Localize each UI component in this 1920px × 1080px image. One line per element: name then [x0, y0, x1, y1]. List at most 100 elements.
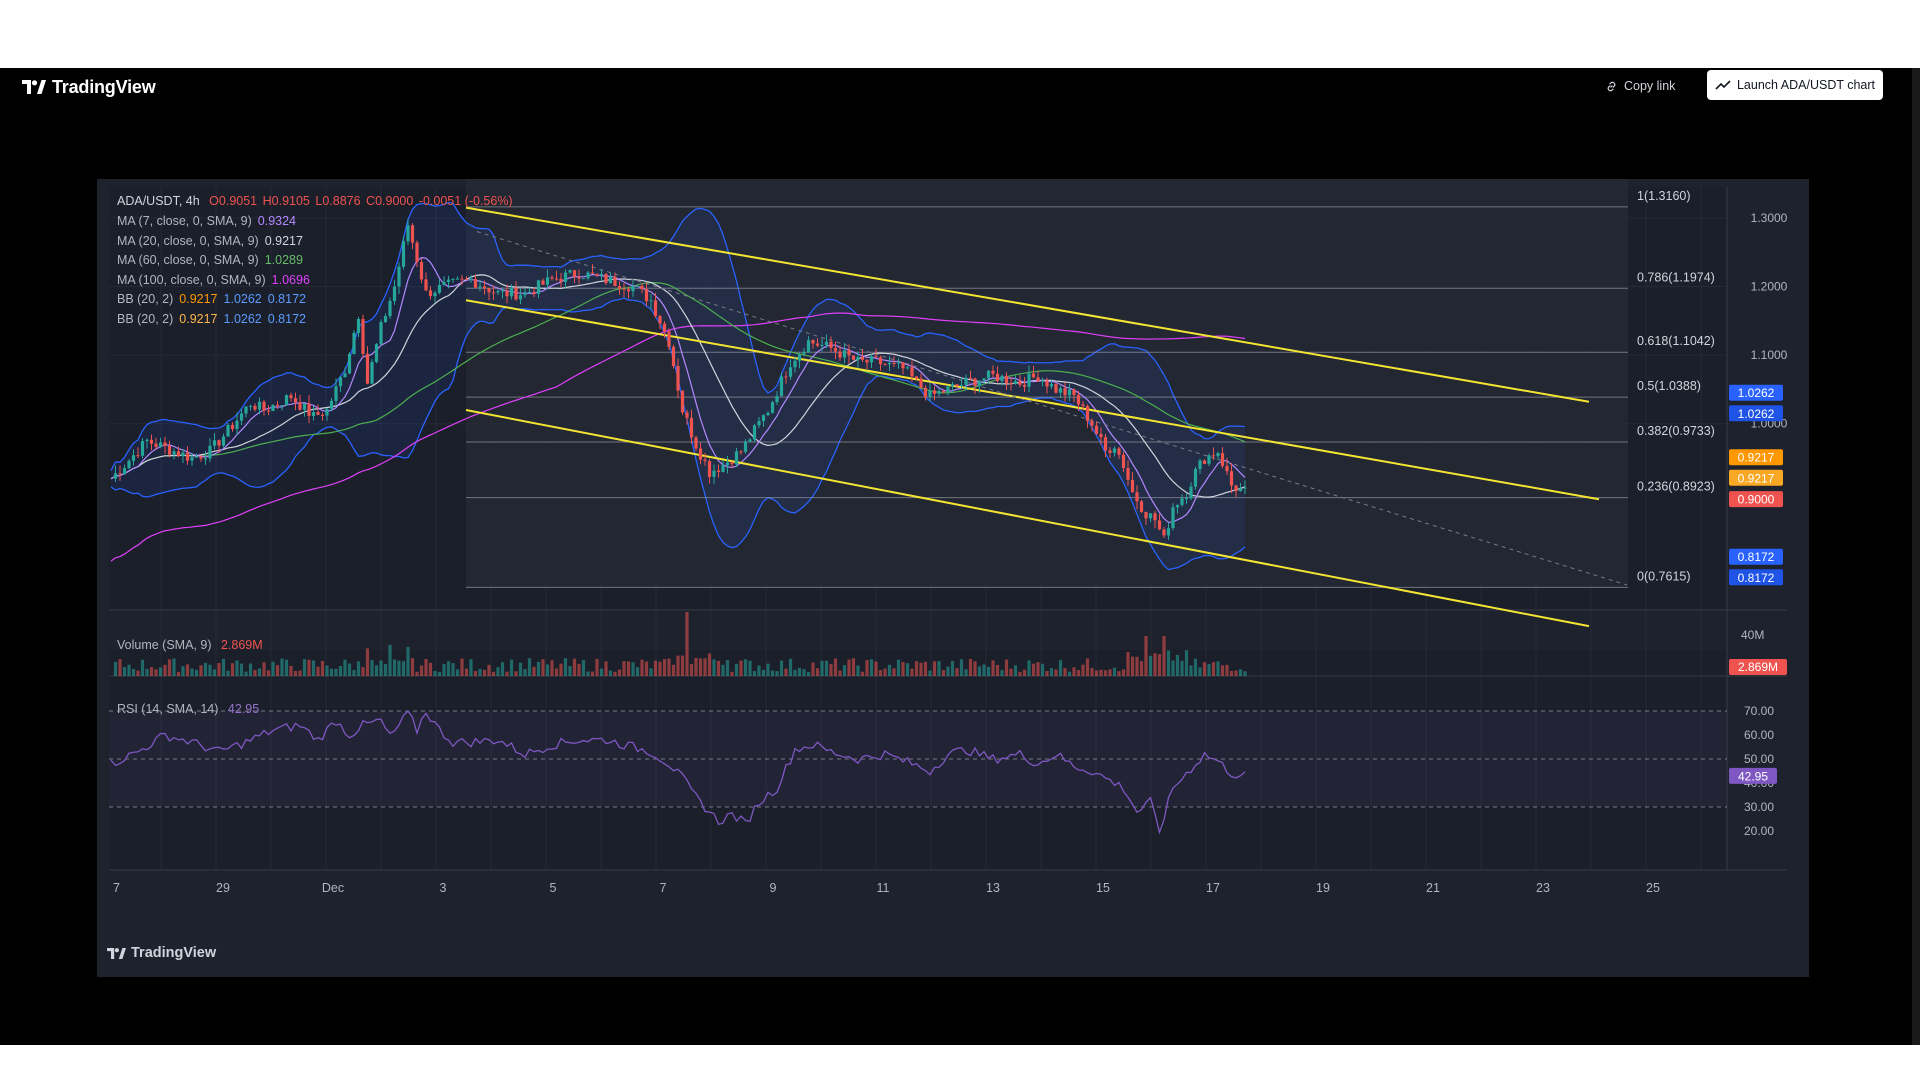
volume-bar	[788, 658, 793, 676]
candle-body	[379, 322, 383, 345]
candle-body	[194, 456, 199, 458]
volume-bar	[554, 668, 559, 676]
footer-logo[interactable]: TradingView	[107, 945, 216, 961]
candle-body	[235, 420, 239, 429]
candle-body	[554, 278, 559, 280]
candle-body	[680, 390, 685, 413]
candle-body	[1180, 498, 1184, 505]
tradingview-logo[interactable]: TradingView	[22, 76, 156, 98]
candle-body	[563, 272, 568, 282]
volume-bar	[608, 670, 613, 676]
volume-bar	[901, 662, 905, 676]
volume-bar	[1027, 660, 1031, 676]
volume-bar	[1022, 669, 1027, 676]
volume-bar	[1103, 670, 1108, 676]
volume-bar	[167, 659, 172, 676]
volume-bar	[698, 658, 703, 676]
volume-bar	[721, 664, 725, 676]
volume-bar	[244, 671, 248, 676]
indicator-value: 1.0262	[223, 311, 262, 326]
candle-body	[950, 384, 955, 387]
volume-bar	[1054, 669, 1058, 676]
volume-bar	[739, 660, 743, 676]
volume-bar	[928, 670, 932, 676]
candle-body	[275, 404, 280, 406]
volume-bar	[523, 669, 527, 676]
candle-body	[986, 370, 991, 379]
tradingview-logo-icon	[22, 80, 46, 94]
candle-body	[289, 395, 293, 399]
indicator-legend-row: BB (20, 2) 0.9217 1.0262 0.8172	[117, 312, 312, 326]
candle-body	[770, 402, 775, 413]
candle-body	[217, 440, 221, 446]
volume-badge-label: 2.869M	[1738, 660, 1778, 674]
candle-body	[671, 346, 676, 367]
volume-bar	[235, 660, 239, 676]
volume-bar	[752, 671, 757, 676]
volume-bar	[950, 660, 955, 676]
candle-body	[919, 378, 923, 388]
candle-body	[473, 278, 478, 288]
bollinger-upper	[110, 201, 1246, 471]
volume-bar	[478, 668, 482, 676]
copy-link-button[interactable]: Copy link	[1605, 74, 1675, 98]
candle-body	[1229, 471, 1234, 486]
volume-bar	[649, 668, 653, 676]
volume-bar	[833, 658, 838, 676]
candle-body	[122, 468, 127, 475]
launch-chart-button[interactable]: Launch ADA/USDT chart	[1707, 70, 1883, 100]
candle-body	[365, 353, 370, 384]
rsi-axis-label: 50.00	[1744, 752, 1774, 766]
candle-body	[505, 290, 509, 297]
candle-body	[1225, 465, 1229, 472]
candle-body	[901, 362, 905, 369]
candle-body	[1216, 453, 1220, 457]
volume-bar	[685, 612, 689, 676]
volume-bar	[968, 658, 973, 676]
candle-body	[320, 414, 325, 416]
candle-body	[689, 417, 694, 438]
scrollbar-track[interactable]	[1912, 68, 1920, 1045]
volume-bar	[253, 670, 257, 676]
volume-bar	[208, 664, 212, 676]
fib-level-label: 0.618(1.1042)	[1637, 334, 1715, 348]
candle-body	[896, 362, 901, 364]
volume-bar	[982, 664, 986, 676]
volume-bar	[1040, 663, 1045, 676]
candle-body	[640, 285, 644, 290]
candle-body	[1126, 467, 1130, 480]
legend-interval: , 4h	[178, 194, 200, 208]
volume-bar	[172, 658, 176, 676]
candle-body	[698, 448, 703, 460]
volume-bar	[1112, 667, 1117, 676]
volume-bar	[365, 648, 370, 676]
volume-bar	[392, 659, 397, 676]
price-badge-label: 1.0262	[1738, 407, 1775, 421]
price-axis-label: 1.1000	[1751, 348, 1788, 362]
volume-bar	[1189, 665, 1193, 676]
candle-body	[811, 340, 815, 344]
candle-body	[338, 377, 343, 387]
volume-bar	[1076, 669, 1081, 676]
volume-bar	[298, 670, 302, 676]
volume-bar	[635, 667, 640, 676]
time-axis-label: 25	[1646, 881, 1660, 895]
volume-bar	[257, 668, 262, 676]
price-badge	[1729, 569, 1783, 586]
legend-change: -0.0051 (-0.56%)	[418, 194, 513, 208]
legend-high: H0.9105	[262, 194, 310, 208]
volume-bar	[1067, 671, 1072, 676]
chart-canvas[interactable]: 1(1.3160) 0.786(1.1974) 0.618(1.1042) 0.5(1…	[97, 179, 1809, 977]
volume-bar	[986, 666, 991, 676]
volume-bar	[505, 671, 509, 676]
volume-bar	[136, 670, 140, 676]
volume-bar	[725, 660, 730, 676]
rsi-line	[110, 710, 1246, 835]
volume-bar	[181, 666, 185, 676]
volume-bar	[302, 659, 307, 676]
volume-bar	[829, 664, 833, 676]
volume-bar	[1058, 660, 1063, 676]
candle-body	[1148, 513, 1153, 519]
candle-body	[626, 289, 631, 292]
indicator-label: BB (20, 2)	[117, 311, 174, 326]
